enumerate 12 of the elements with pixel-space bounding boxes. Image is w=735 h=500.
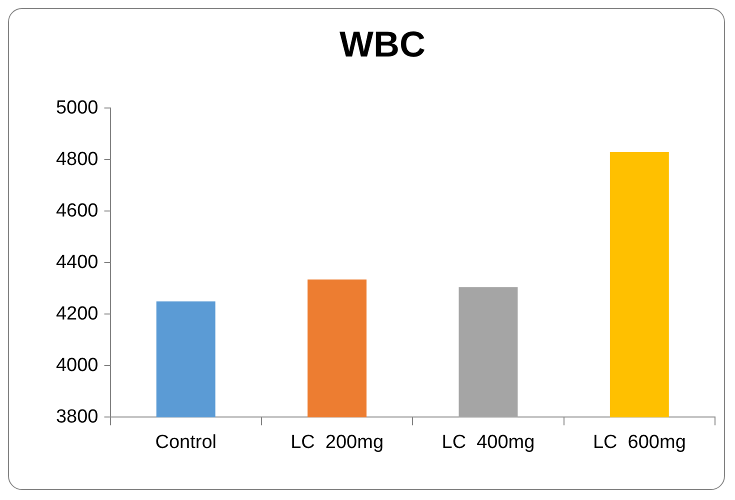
chart-title: WBC xyxy=(340,24,426,65)
x-tick-label: LC 600mg xyxy=(592,432,686,453)
x-tick-label: LC 200mg xyxy=(290,432,384,453)
y-tick-label: 4400 xyxy=(56,252,98,273)
y-tick-label: 4200 xyxy=(56,303,98,324)
y-tick-label: 4000 xyxy=(56,354,98,376)
y-tick-label: 4800 xyxy=(56,148,98,170)
x-tick-label: LC 400mg xyxy=(442,432,535,453)
y-tick-label: 5000 xyxy=(56,97,98,118)
y-tick-label: 3800 xyxy=(56,406,98,428)
x-tick-label: Control xyxy=(155,432,216,453)
y-tick-label: 4600 xyxy=(56,200,98,222)
